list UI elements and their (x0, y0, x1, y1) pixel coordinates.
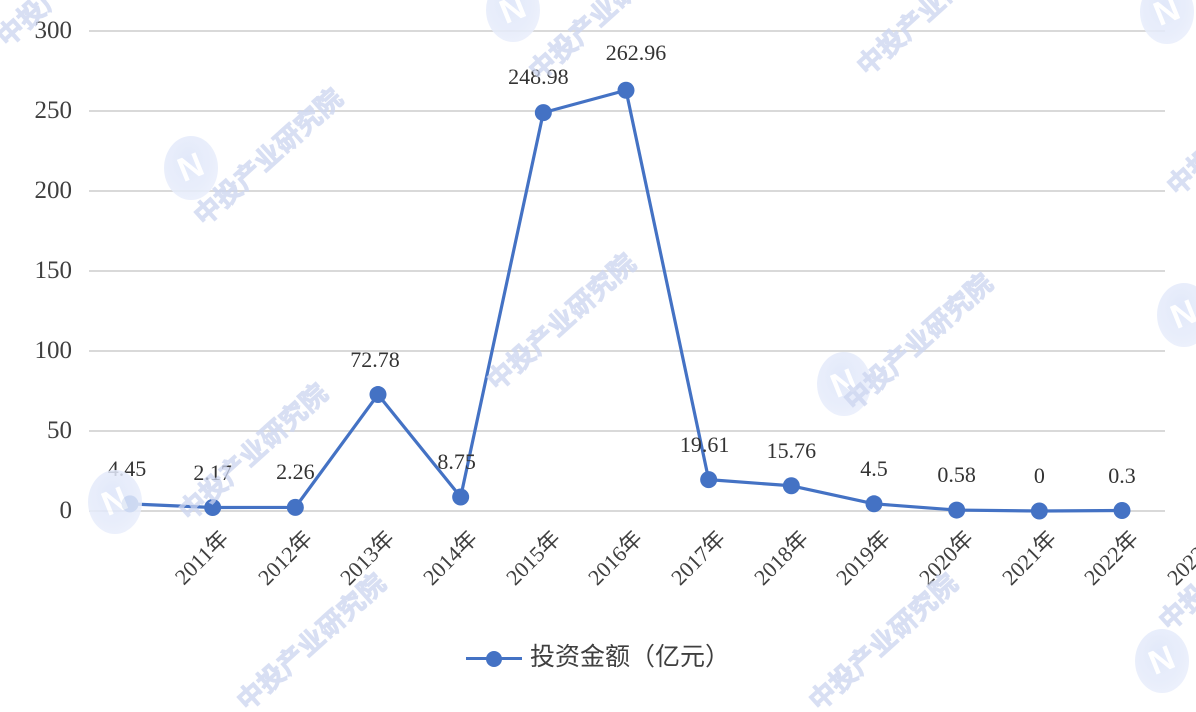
data-point-label: 8.75 (437, 449, 476, 474)
data-point-marker[interactable] (617, 81, 635, 99)
data-point-label: 4.5 (860, 455, 888, 481)
series-line (128, 88, 1124, 513)
data-point-marker[interactable] (369, 386, 387, 404)
y-axis-tick-label: 300 (34, 17, 73, 44)
data-point-marker[interactable] (121, 495, 139, 513)
legend-marker-icon (465, 648, 522, 668)
data-point-label: 0 (1033, 463, 1045, 488)
data-point-marker[interactable] (700, 471, 718, 489)
gridline (89, 190, 1165, 192)
gridline (89, 510, 1165, 512)
data-point-label: 4.45 (107, 455, 147, 481)
data-point-marker[interactable] (1030, 502, 1048, 520)
y-axis-tick-label: 100 (34, 337, 73, 364)
gridline (89, 30, 1165, 32)
gridline (89, 350, 1165, 352)
data-point-label: 262.96 (605, 40, 667, 66)
gridline (89, 270, 1165, 272)
data-point-marker[interactable] (452, 488, 470, 506)
series-markers (121, 81, 1131, 520)
y-axis-tick-label: 150 (34, 257, 73, 284)
data-point-marker[interactable] (782, 477, 800, 495)
data-point-label: 72.78 (350, 346, 400, 372)
data-point-marker[interactable] (534, 104, 552, 122)
y-axis-tick-label: 200 (34, 177, 73, 204)
data-point-marker[interactable] (286, 498, 304, 516)
data-point-marker[interactable] (204, 499, 222, 517)
data-point-label: 15.76 (766, 437, 817, 463)
gridline (89, 430, 1165, 432)
data-point-label: 2.17 (193, 459, 232, 485)
data-point-label: 19.61 (679, 431, 730, 457)
data-point-label: 2.26 (276, 459, 315, 485)
chart-legend: 投资金额（亿元） (0, 645, 1196, 670)
data-point-marker[interactable] (948, 501, 966, 519)
data-point-marker[interactable] (865, 495, 883, 513)
y-axis-tick-label: 0 (59, 497, 73, 524)
gridline (89, 110, 1165, 112)
data-point-label: 0.58 (937, 462, 976, 488)
data-point-marker[interactable] (1113, 502, 1131, 520)
legend-dot (485, 650, 502, 667)
y-axis-tick-label: 250 (34, 97, 73, 124)
y-axis-tick-label: 50 (47, 417, 72, 444)
data-point-label: 0.3 (1108, 462, 1136, 488)
legend-label: 投资金额（亿元） (529, 644, 730, 671)
data-point-label: 248.98 (508, 63, 569, 89)
